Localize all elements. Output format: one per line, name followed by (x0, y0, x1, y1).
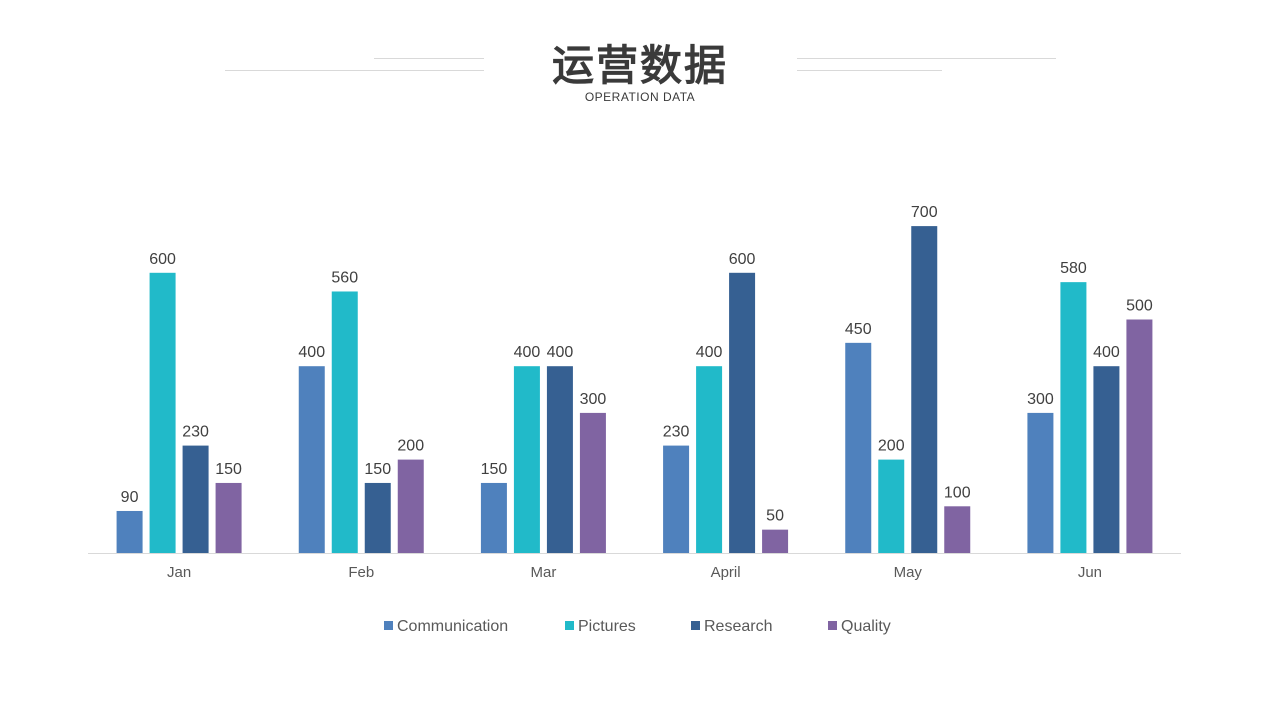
legend-swatch (691, 621, 700, 631)
bar-pictures-feb (331, 291, 358, 553)
data-label: 230 (663, 424, 690, 441)
x-tick-label: Mar (530, 564, 556, 581)
data-label: 100 (944, 484, 971, 501)
legend-swatch (828, 621, 837, 631)
bar-quality-feb (397, 459, 424, 553)
bar-communication-jun (1027, 412, 1054, 553)
bar-communication-feb (298, 366, 325, 553)
data-label: 400 (298, 344, 325, 361)
decorative-line-left-top (374, 58, 484, 59)
data-label: 400 (1093, 344, 1120, 361)
data-label: 600 (149, 251, 176, 268)
legend-item-research: Research (691, 615, 772, 639)
legend-label: Research (704, 618, 773, 635)
data-label: 400 (547, 344, 574, 361)
data-label: 600 (729, 251, 756, 268)
x-tick-label: April (711, 564, 741, 581)
data-label: 500 (1126, 298, 1153, 315)
data-label: 230 (182, 424, 209, 441)
page-subtitle: OPERATION DATA (584, 90, 696, 104)
data-label: 200 (878, 438, 905, 455)
bar-communication-may (845, 342, 872, 553)
data-label: 580 (1060, 260, 1087, 277)
legend-swatch (565, 621, 574, 631)
decorative-line-right-bottom (797, 70, 942, 71)
data-label: 300 (580, 391, 607, 408)
data-label: 50 (766, 508, 784, 525)
data-label: 150 (364, 461, 391, 478)
x-tick-label: Feb (348, 564, 374, 581)
x-tick-label: Jan (167, 564, 191, 581)
bar-pictures-april (696, 366, 723, 553)
bar-pictures-may (878, 459, 905, 553)
data-label: 150 (481, 461, 508, 478)
page-title: 运营数据 (551, 41, 728, 90)
bar-quality-jun (1126, 319, 1153, 553)
bar-quality-mar (579, 412, 606, 553)
legend-label: Communication (397, 618, 509, 635)
bar-research-mar (546, 366, 573, 553)
decorative-line-left-bottom (225, 70, 484, 71)
bar-quality-jan (215, 482, 242, 553)
bar-research-may (911, 226, 938, 553)
bar-communication-jan (116, 510, 143, 553)
legend-label: Quality (841, 618, 891, 635)
bar-research-april (729, 272, 756, 553)
data-label: 700 (911, 204, 938, 221)
legend-item-pictures: Pictures (565, 615, 636, 639)
bar-quality-may (944, 506, 971, 553)
legend-item-communication: Communication (384, 615, 508, 639)
legend-item-quality: Quality (828, 615, 891, 639)
data-label: 450 (845, 321, 872, 338)
bar-research-jun (1093, 366, 1120, 553)
data-label: 90 (121, 489, 139, 506)
data-label: 300 (1027, 391, 1054, 408)
bar-pictures-mar (513, 366, 540, 553)
data-label: 400 (514, 344, 541, 361)
x-tick-label: May (894, 564, 923, 581)
bar-pictures-jun (1060, 282, 1087, 553)
decorative-line-right-top (797, 58, 1056, 59)
bar-quality-april (762, 529, 789, 553)
data-label: 200 (397, 438, 424, 455)
legend-label: Pictures (578, 618, 636, 635)
bar-communication-mar (480, 482, 507, 553)
x-tick-label: Jun (1078, 564, 1102, 581)
bar-pictures-jan (149, 272, 176, 553)
bar-communication-april (663, 445, 690, 553)
bar-research-feb (364, 482, 391, 553)
data-label: 150 (215, 461, 242, 478)
data-label: 400 (696, 344, 723, 361)
legend-swatch (384, 621, 393, 631)
bar-research-jan (182, 445, 209, 553)
chart-legend: Communication Pictures Research Quality (0, 615, 1280, 639)
data-label: 560 (331, 269, 358, 286)
